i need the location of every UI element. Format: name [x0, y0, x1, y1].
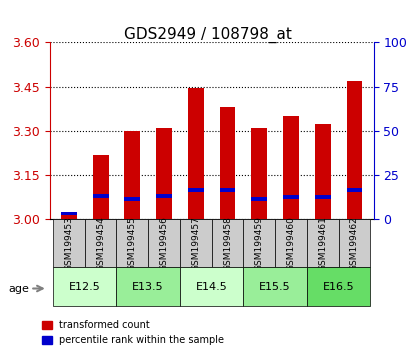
Bar [347, 81, 362, 219]
Text: GSM199454: GSM199454 [96, 216, 105, 271]
Bar [156, 194, 172, 198]
FancyBboxPatch shape [180, 267, 243, 306]
FancyBboxPatch shape [53, 267, 117, 306]
Text: E15.5: E15.5 [259, 282, 291, 292]
FancyBboxPatch shape [243, 267, 307, 306]
Bar [188, 188, 204, 192]
Text: GSM199462: GSM199462 [350, 216, 359, 271]
Bar [61, 212, 77, 216]
Legend: transformed count, percentile rank within the sample: transformed count, percentile rank withi… [38, 316, 228, 349]
Text: E16.5: E16.5 [323, 282, 354, 292]
FancyBboxPatch shape [307, 219, 339, 267]
FancyBboxPatch shape [243, 219, 275, 267]
FancyBboxPatch shape [53, 219, 85, 267]
Bar [124, 131, 140, 219]
FancyBboxPatch shape [275, 219, 307, 267]
Text: GSM199458: GSM199458 [223, 216, 232, 271]
Bar [93, 194, 108, 198]
Text: E14.5: E14.5 [196, 282, 227, 292]
Bar [315, 195, 331, 199]
Bar [347, 188, 362, 192]
Text: GSM199456: GSM199456 [159, 216, 168, 271]
FancyBboxPatch shape [307, 267, 370, 306]
Text: E13.5: E13.5 [132, 282, 164, 292]
Bar [93, 155, 108, 219]
Text: GSM199459: GSM199459 [255, 216, 264, 271]
Bar [124, 197, 140, 201]
Text: age: age [8, 284, 29, 293]
Bar [251, 197, 267, 201]
FancyBboxPatch shape [85, 219, 117, 267]
Text: E12.5: E12.5 [69, 282, 100, 292]
FancyBboxPatch shape [339, 219, 370, 267]
FancyBboxPatch shape [117, 219, 148, 267]
Bar [251, 128, 267, 219]
Bar [315, 124, 331, 219]
Bar [188, 88, 204, 219]
Text: GSM199461: GSM199461 [318, 216, 327, 271]
FancyBboxPatch shape [180, 219, 212, 267]
Text: GDS2949 / 108798_at: GDS2949 / 108798_at [124, 27, 291, 43]
Bar [61, 213, 77, 219]
FancyBboxPatch shape [148, 219, 180, 267]
Text: GSM199460: GSM199460 [286, 216, 295, 271]
FancyBboxPatch shape [212, 219, 243, 267]
Bar [283, 116, 299, 219]
Text: GSM199455: GSM199455 [128, 216, 137, 271]
Bar [156, 128, 172, 219]
Text: GSM199453: GSM199453 [64, 216, 73, 271]
FancyBboxPatch shape [117, 267, 180, 306]
Bar [220, 188, 235, 192]
Text: GSM199457: GSM199457 [191, 216, 200, 271]
Bar [283, 195, 299, 199]
Bar [220, 107, 235, 219]
